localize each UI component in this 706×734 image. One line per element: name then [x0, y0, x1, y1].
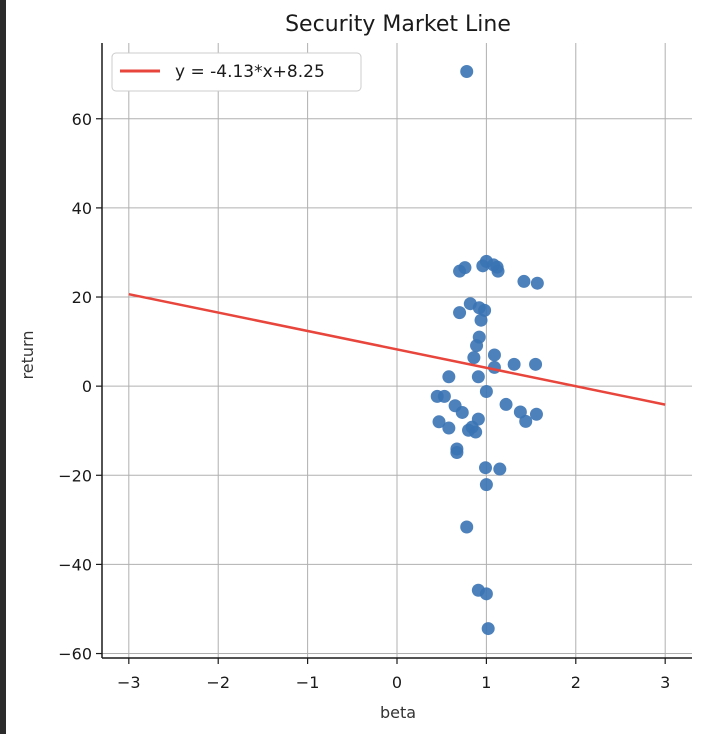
- y-axis-label: return: [18, 331, 37, 380]
- x-tick-label: −3: [117, 673, 141, 692]
- data-point: [470, 339, 484, 353]
- y-tick-label: 0: [82, 377, 92, 396]
- window-edge: [0, 0, 6, 734]
- chart-title: Security Market Line: [285, 12, 511, 37]
- y-tick-label: −20: [58, 466, 92, 485]
- legend-box: [111, 52, 362, 92]
- x-tick-label: −2: [206, 673, 230, 692]
- data-point: [481, 622, 495, 636]
- data-point: [458, 261, 472, 275]
- data-point: [437, 389, 451, 403]
- x-tick-label: 3: [660, 673, 670, 692]
- x-tick-label: 2: [571, 673, 581, 692]
- scatter-points: [430, 65, 544, 636]
- data-point: [467, 351, 481, 365]
- y-tick-label: 40: [72, 199, 92, 218]
- data-point: [460, 65, 474, 79]
- data-point: [507, 357, 521, 371]
- data-point: [469, 425, 483, 439]
- data-point: [529, 357, 543, 371]
- grid: [102, 43, 692, 658]
- data-point: [442, 370, 456, 384]
- data-point: [474, 313, 488, 327]
- data-point: [460, 520, 474, 534]
- data-point: [453, 306, 467, 320]
- y-tick-label: 20: [72, 288, 92, 307]
- data-point: [519, 414, 533, 428]
- y-tick-label: −40: [58, 555, 92, 574]
- x-ticks: −3 −2 −1 0 1 2 3: [117, 658, 670, 692]
- data-point: [450, 446, 464, 460]
- data-point: [455, 405, 469, 419]
- regression-lines: [128, 292, 666, 406]
- data-point: [479, 385, 493, 398]
- data-point: [491, 264, 505, 278]
- data-point: [478, 303, 492, 317]
- legend-label: y = -4.13*x+8.25: [175, 62, 325, 82]
- data-point: [530, 276, 544, 290]
- data-point: [442, 421, 456, 435]
- legend: y = -4.13*x+8.25: [111, 52, 362, 92]
- x-tick-label: 0: [392, 673, 402, 692]
- data-point: [479, 478, 493, 492]
- y-tick-label: 60: [72, 110, 92, 129]
- x-axis-label: beta: [380, 703, 416, 722]
- data-point: [479, 587, 493, 601]
- data-point: [487, 348, 501, 362]
- data-point: [529, 407, 543, 421]
- data-point: [432, 415, 446, 429]
- data-point: [493, 462, 507, 476]
- data-point: [517, 274, 531, 288]
- regression-line: [128, 292, 666, 406]
- data-point: [471, 370, 485, 384]
- data-point: [479, 461, 492, 475]
- data-point: [499, 397, 513, 411]
- y-ticks: −60 −40 −20 0 20 40 60: [58, 110, 102, 664]
- x-tick-label: 1: [481, 673, 491, 692]
- x-tick-label: −1: [296, 673, 320, 692]
- y-tick-label: −60: [58, 645, 92, 664]
